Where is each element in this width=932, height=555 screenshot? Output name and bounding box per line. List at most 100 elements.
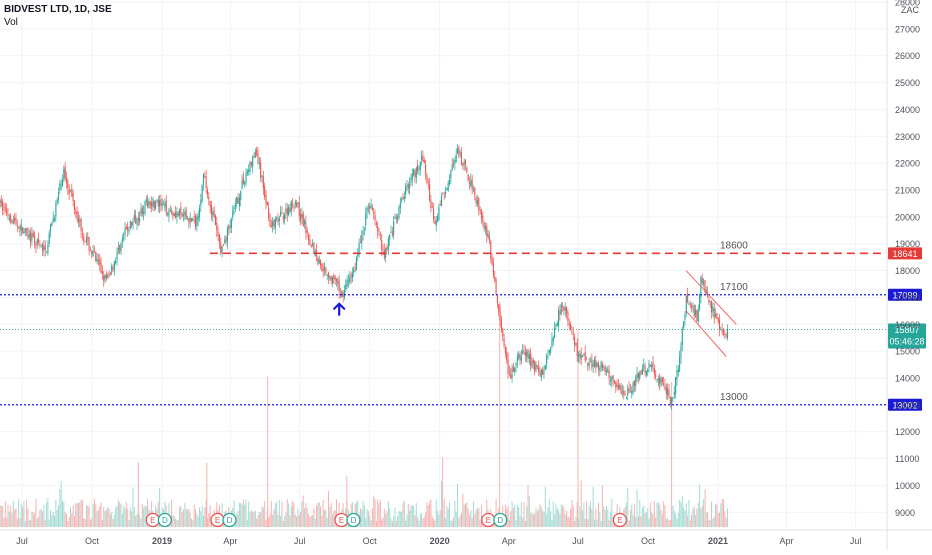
volume-bar xyxy=(66,513,67,527)
volume-bar xyxy=(594,519,596,527)
volume-bar xyxy=(461,512,463,527)
candle-body xyxy=(175,212,177,219)
volume-bar xyxy=(422,518,424,527)
candle-body xyxy=(544,364,546,370)
volume-bar xyxy=(51,515,53,527)
candle-body xyxy=(604,366,606,373)
volume-bar xyxy=(34,513,36,527)
candle-body xyxy=(680,346,682,358)
volume-bar xyxy=(375,520,377,527)
volume-bar xyxy=(308,514,310,527)
volume-bar xyxy=(536,511,538,527)
candle-body xyxy=(120,243,122,252)
candle-body xyxy=(534,360,536,372)
candle-body xyxy=(687,293,689,302)
volume-bar xyxy=(531,512,533,527)
candle-body xyxy=(39,244,41,245)
candle-body xyxy=(192,218,194,222)
channel-lower xyxy=(685,310,727,357)
volume-bar xyxy=(4,500,6,527)
time-tick-label: Oct xyxy=(85,536,100,546)
price-tick-label: 11000 xyxy=(895,454,919,464)
volume-bar xyxy=(415,503,417,527)
volume-bar xyxy=(28,520,30,527)
volume-spike xyxy=(206,462,208,527)
volume-bar xyxy=(480,504,482,527)
candle-body xyxy=(310,244,312,247)
candle-body xyxy=(281,212,283,214)
volume-bar xyxy=(721,499,723,527)
candle-body xyxy=(429,184,431,201)
candle-body xyxy=(447,182,449,191)
volume-bar xyxy=(564,514,566,527)
volume-bar xyxy=(304,507,306,527)
candle-body xyxy=(38,239,40,243)
volume-bar xyxy=(95,504,97,527)
candle-body xyxy=(442,193,444,195)
volume-bar xyxy=(54,515,56,527)
volume-bar xyxy=(46,501,48,527)
candle-body xyxy=(181,213,183,217)
candle-body xyxy=(169,209,171,212)
candle-body xyxy=(300,213,302,220)
candle-body xyxy=(609,379,612,381)
volume-bar xyxy=(112,518,114,527)
candle-body xyxy=(305,222,307,234)
candle-body xyxy=(538,367,540,373)
volume-bar xyxy=(73,516,75,527)
volume-bar xyxy=(264,501,266,527)
price-tick-label: 10000 xyxy=(895,481,920,491)
volume-bar xyxy=(18,499,20,527)
symbol-title[interactable]: BIDVEST LTD, 1D, JSE xyxy=(4,4,112,15)
candle-body xyxy=(709,300,711,302)
volume-bar xyxy=(684,510,686,527)
volume-bar xyxy=(604,509,606,527)
volume-bar xyxy=(683,507,685,527)
price-tick-label: 16000 xyxy=(895,320,920,330)
candle-body xyxy=(63,168,65,180)
candle-body xyxy=(556,323,558,326)
candle-body xyxy=(75,211,77,214)
candle-body xyxy=(381,239,383,250)
candle-body xyxy=(343,290,346,298)
volume-bar xyxy=(628,519,630,527)
candle-body xyxy=(196,216,198,227)
candle-body xyxy=(627,389,629,396)
candle-body xyxy=(184,211,186,216)
volume-bar xyxy=(394,507,396,527)
volume-bar xyxy=(411,505,413,527)
candle-body xyxy=(423,160,425,164)
event-badge-letter: D xyxy=(497,516,503,525)
volume-bar xyxy=(56,510,58,527)
candle-body xyxy=(145,198,147,202)
candle-body xyxy=(128,229,130,233)
volume-bar xyxy=(449,502,451,527)
candle-body xyxy=(92,250,94,257)
level-price-text: 18641 xyxy=(892,249,917,259)
candle-body xyxy=(649,365,651,367)
candle-body xyxy=(117,247,119,251)
candle-body xyxy=(697,309,699,322)
candle-body xyxy=(608,371,610,379)
volume-bar xyxy=(689,520,691,527)
candle-body xyxy=(282,215,284,220)
candle-body xyxy=(378,233,380,235)
volume-bar xyxy=(601,485,603,527)
candle-body xyxy=(163,204,165,206)
candle-body xyxy=(226,228,228,243)
volume-bar xyxy=(371,508,373,527)
candle-body xyxy=(726,329,729,339)
candle-body xyxy=(173,213,175,217)
volume-bar xyxy=(249,511,251,527)
volume-bar xyxy=(518,507,520,527)
dividend-icon xyxy=(493,512,508,528)
volume-legend[interactable]: Vol xyxy=(4,17,18,28)
candle-body xyxy=(72,193,74,202)
volume-bar xyxy=(524,520,526,527)
candle-body xyxy=(470,180,472,187)
volume-bar xyxy=(725,517,727,527)
candle-body xyxy=(515,362,517,367)
candle-body xyxy=(242,177,244,185)
